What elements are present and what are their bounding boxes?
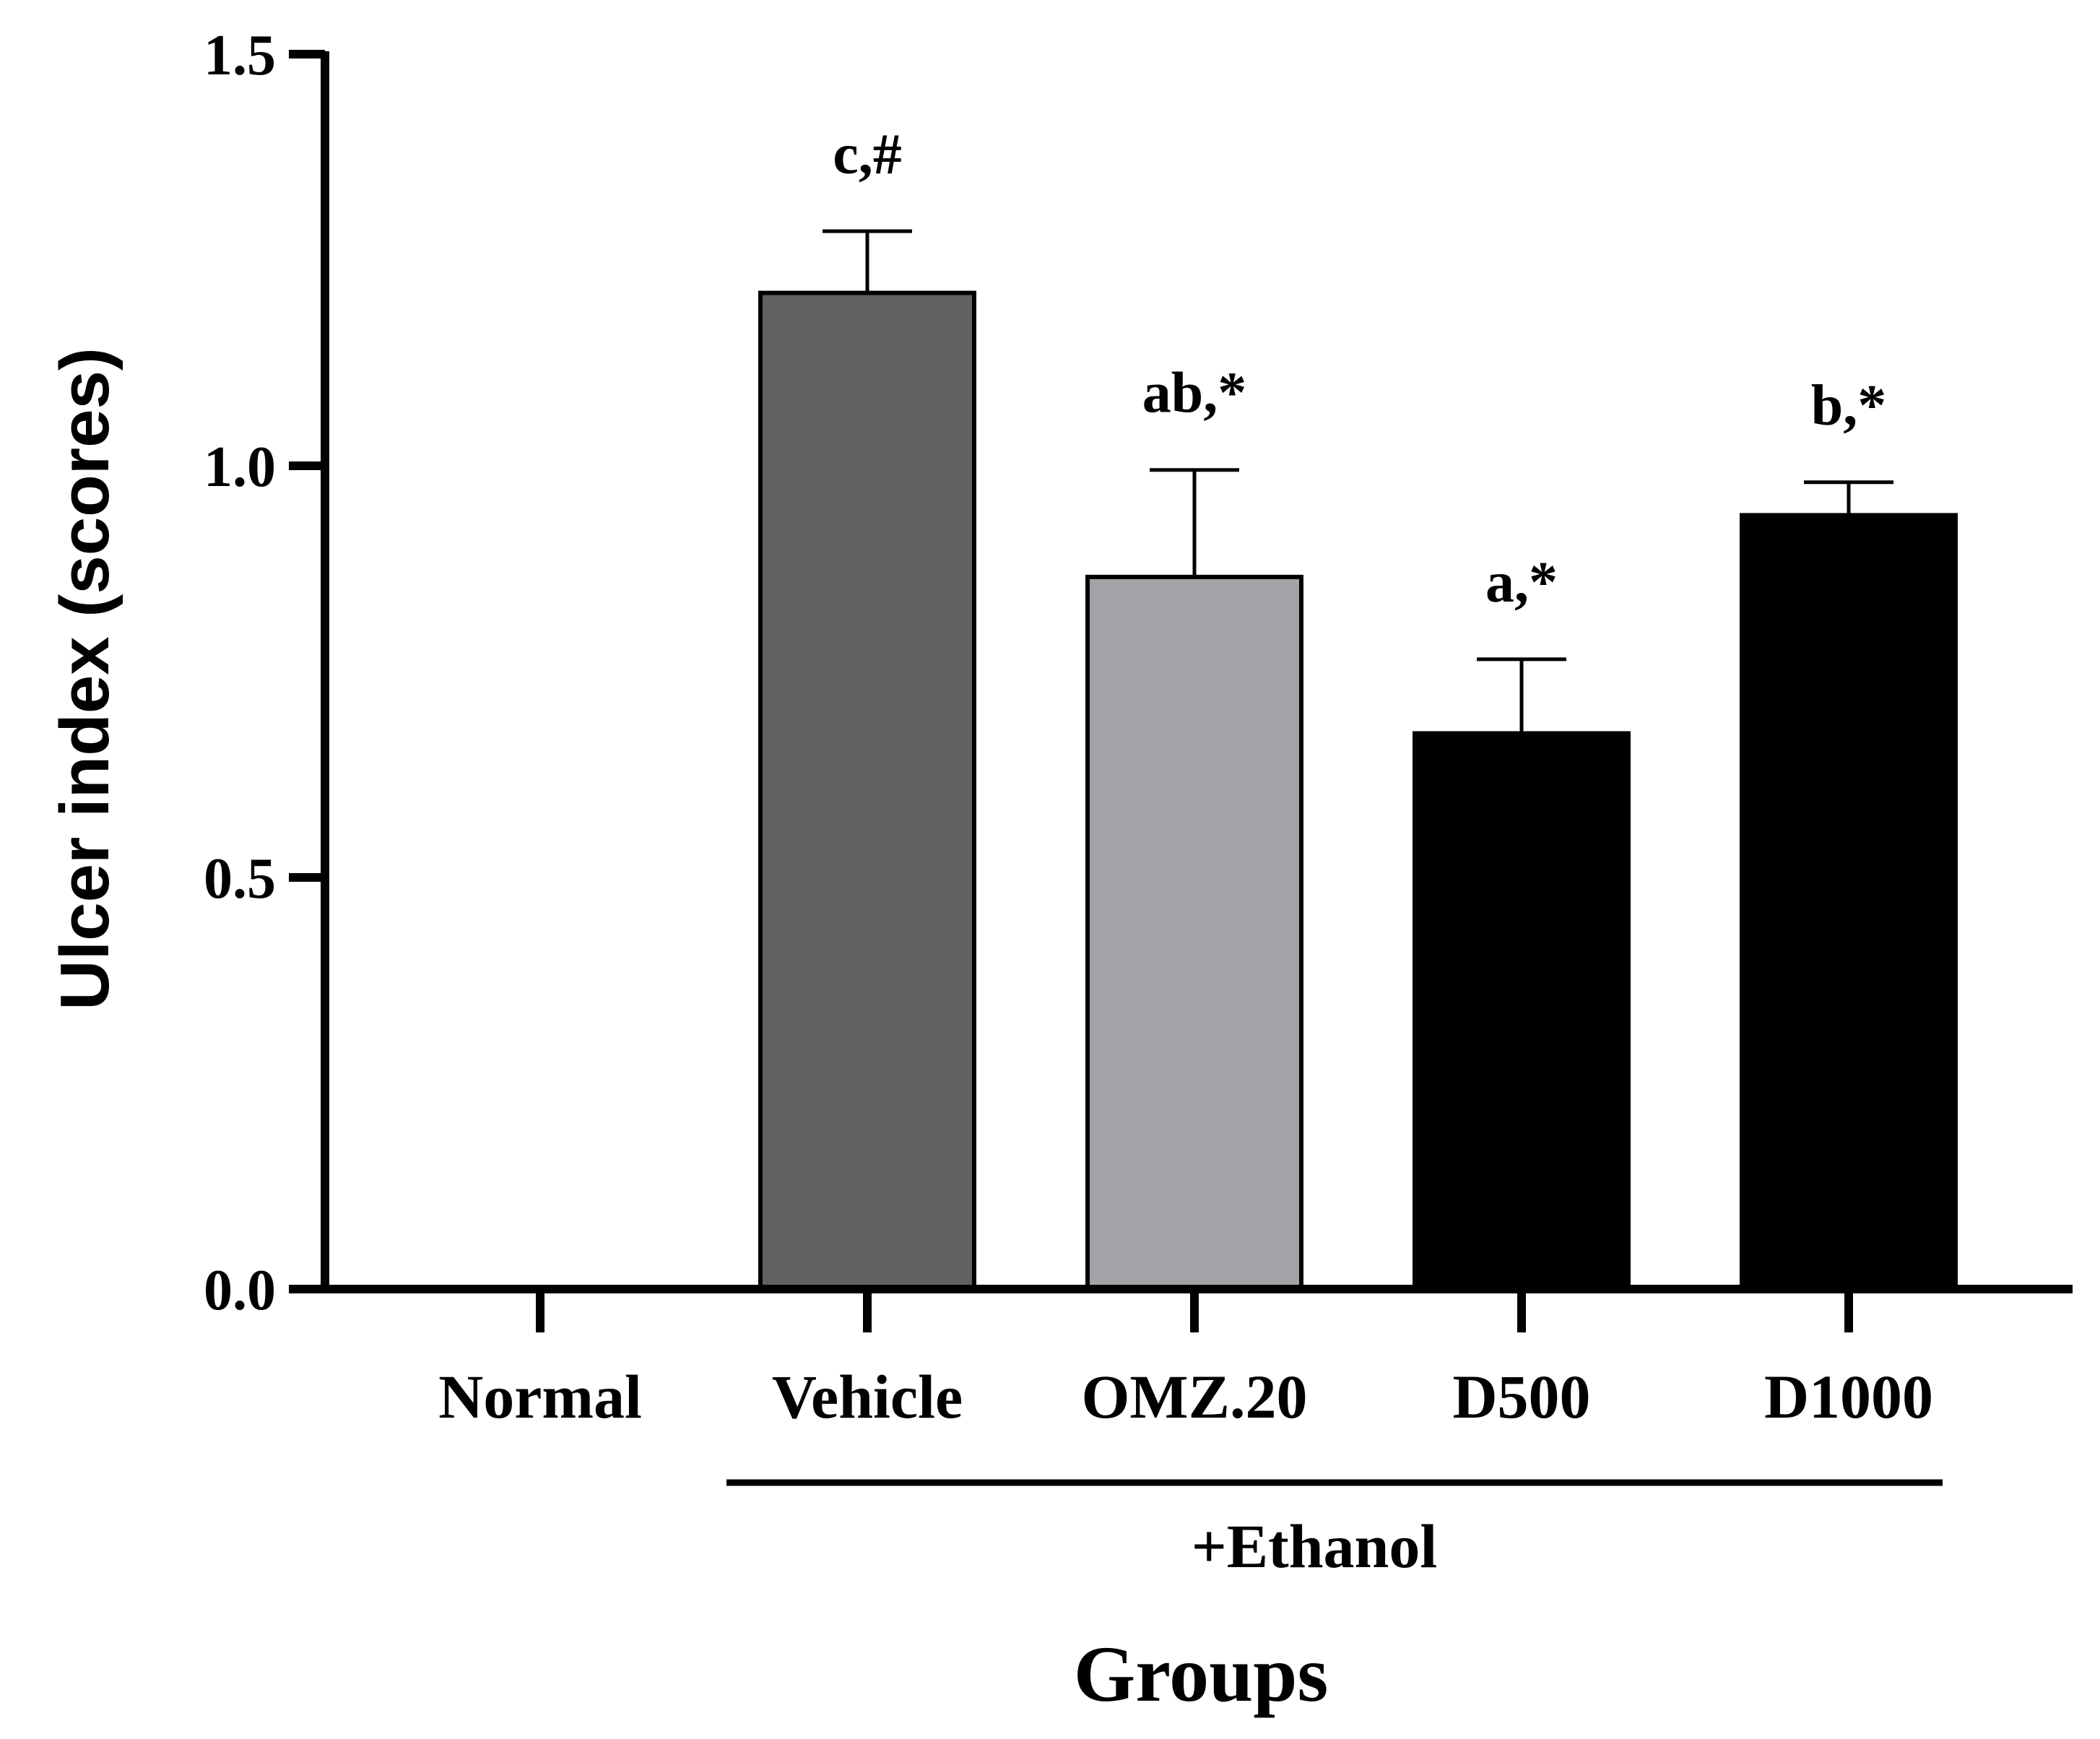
y-tick-label: 1.5 — [204, 24, 276, 87]
y-tick-label: 1.0 — [204, 435, 276, 499]
y-axis-title: Ulcer index (scores) — [46, 347, 123, 1010]
bar — [1413, 731, 1631, 1291]
bar — [1740, 513, 1958, 1291]
x-tick-label: Normal — [438, 1362, 642, 1431]
x-tick-label: D1000 — [1764, 1362, 1933, 1431]
bars: c,# ab,* a,* b,* — [758, 123, 1958, 1292]
significance-label: a,* — [1485, 551, 1558, 615]
x-tick-label: Vehicle — [772, 1362, 963, 1431]
bar — [758, 290, 976, 1292]
axes: 0.0 0.5 1.0 1.5 Normal Vehicle OMZ.20 D500 D1000 — [204, 24, 2073, 1486]
significance-label: b,* — [1811, 374, 1887, 438]
y-tick-label: 0.0 — [204, 1259, 276, 1322]
significance-label: c,# — [833, 123, 902, 186]
y-tick-label: 0.5 — [204, 847, 276, 911]
bar — [1085, 574, 1303, 1291]
x-tick-label: OMZ.20 — [1082, 1362, 1308, 1431]
x-axis-title: Groups — [1074, 1630, 1329, 1718]
x-tick-label: D500 — [1452, 1362, 1590, 1431]
significance-label: ab,* — [1142, 362, 1247, 425]
group-bracket-label: +Ethanol — [1192, 1512, 1438, 1581]
